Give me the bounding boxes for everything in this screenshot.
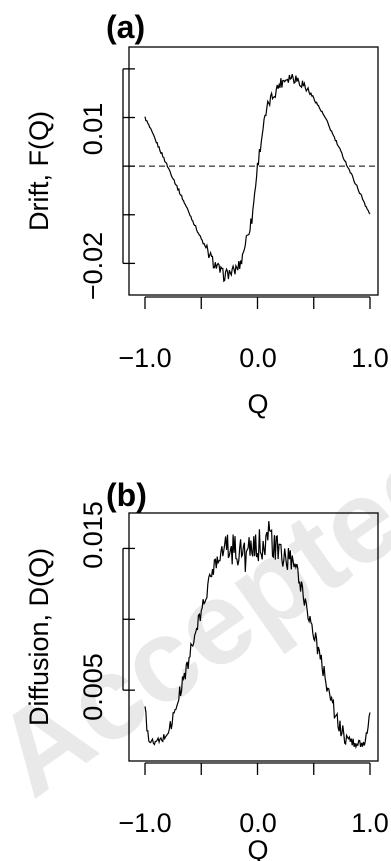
diffusion-x-axis (144, 762, 371, 775)
drift-panel: (a) −1.0 0.0 1.0 Q −0.02 0.01 Drift, F(Q… (24, 9, 389, 419)
diffusion-x-axis-title: Q (247, 835, 268, 861)
drift-x-tick-label-1: 1.0 (351, 343, 389, 373)
diffusion-x-tick-label-0: 0.0 (239, 808, 277, 838)
diffusion-x-tick-label-neg1: −1.0 (118, 808, 171, 838)
diffusion-panel: (b) −1.0 0.0 1.0 Q 0.005 0.015 Diffusion… (24, 477, 389, 861)
diffusion-y-axis (122, 547, 135, 691)
panel-b-label: (b) (106, 477, 147, 513)
diffusion-y-tick-label-0015: 0.015 (78, 501, 108, 569)
diffusion-plot-box (128, 512, 379, 762)
drift-x-tick-label-neg1: −1.0 (118, 343, 171, 373)
drift-y-tick-label-001: 0.01 (78, 103, 108, 156)
diffusion-y-tick-label-0005: 0.005 (78, 653, 108, 721)
diffusion-x-tick-label-1: 1.0 (351, 808, 389, 838)
drift-x-tick-label-0: 0.0 (239, 343, 277, 373)
drift-y-axis-title: Drift, F(Q) (24, 111, 54, 231)
drift-plot-box (128, 46, 379, 296)
panel-a-label: (a) (106, 9, 145, 45)
drift-series-line (144, 73, 371, 283)
drift-x-axis (144, 296, 371, 309)
drift-x-axis-title: Q (247, 389, 268, 419)
diffusion-y-axis-title: Diffusion, D(Q) (24, 548, 54, 726)
diffusion-series-line (144, 521, 371, 750)
drift-y-tick-label-neg002: −0.02 (78, 232, 108, 300)
